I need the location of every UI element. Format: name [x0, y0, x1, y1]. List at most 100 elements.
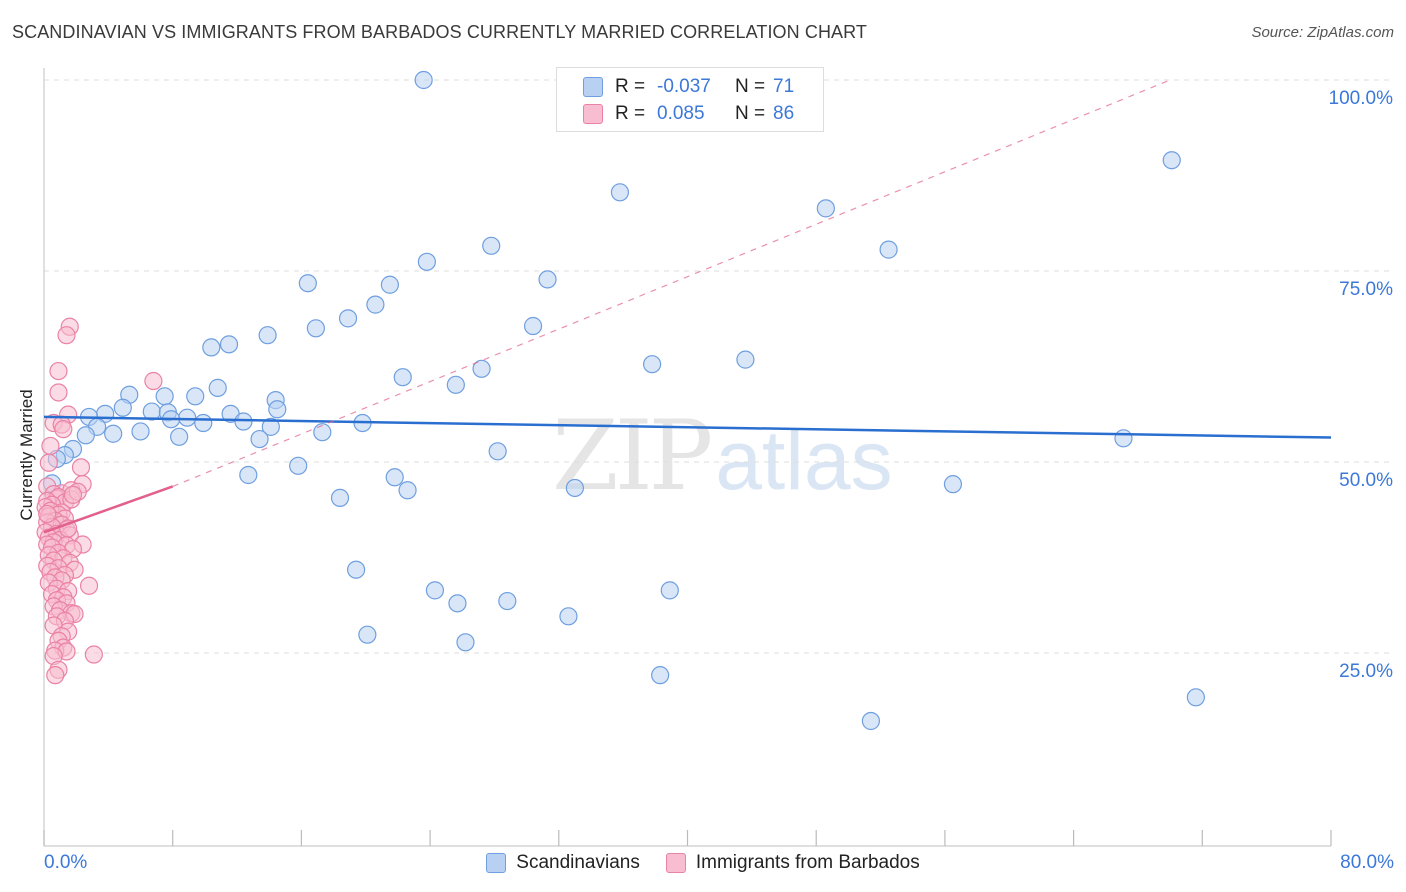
scandinavian-point — [498, 591, 517, 611]
scandinavian-point — [879, 240, 898, 259]
scandinavian-point — [456, 633, 475, 652]
scandinavian-point — [261, 417, 280, 436]
n-label: N = — [735, 103, 766, 124]
barbados-point — [63, 485, 83, 504]
barbados-point — [54, 420, 73, 439]
stats-legend-row-barbados: R = 0.085 N = 86 — [583, 102, 794, 126]
scandinavian-point — [338, 309, 358, 328]
source-label: Source: ZipAtlas.com — [1251, 24, 1394, 41]
legend-swatch-pink — [583, 104, 603, 124]
y-tick-label: 25.0% — [1339, 661, 1393, 682]
r-value: 0.085 — [657, 103, 705, 124]
barbados-trend-line — [43, 485, 174, 534]
scandinavian-trend-line — [43, 415, 1332, 439]
scandinavian-point — [131, 422, 150, 441]
x-tick-max: 80.0% — [1340, 852, 1394, 873]
barbados-point — [38, 504, 57, 524]
y-tick-label: 50.0% — [1339, 470, 1393, 491]
scandinavian-point — [306, 319, 325, 338]
scandinavian-point — [239, 465, 258, 485]
scandinavian-point — [194, 413, 213, 433]
scandinavian-point — [651, 666, 670, 685]
y-axis-label: Currently Married — [17, 389, 36, 521]
barbados-point — [144, 371, 163, 391]
scandinavian-point — [155, 387, 174, 406]
scandinavian-point — [398, 481, 417, 500]
scandinavian-point — [414, 70, 433, 90]
legend-label: Scandinavians — [516, 852, 640, 873]
legend-label: Immigrants from Barbados — [695, 852, 920, 873]
stats-legend-row-scandinavians: R = -0.037 N = 71 — [583, 75, 794, 99]
legend-item-scandinavians[interactable]: Scandinavians — [486, 852, 640, 874]
scandinavian-point — [861, 711, 880, 731]
scandinavian-point — [298, 274, 317, 293]
scandinavian-point — [425, 581, 445, 600]
scandinavian-point — [736, 350, 755, 369]
scandinavian-point — [523, 316, 543, 336]
scandinavian-point — [446, 375, 465, 394]
y-tick-label: 100.0% — [1329, 88, 1394, 109]
scandinavian-point — [346, 560, 366, 579]
scandinavian-point — [178, 408, 197, 427]
scandinavian-point — [417, 252, 436, 271]
barbados-point — [49, 383, 68, 402]
scandinavian-point — [289, 456, 308, 475]
scandinavian-point — [643, 355, 662, 374]
barbados-point — [41, 436, 60, 456]
scandinavian-point — [258, 326, 277, 345]
scandinavian-point — [104, 424, 123, 443]
scandinavian-point — [488, 442, 507, 461]
scandinavian-point — [538, 270, 557, 289]
scandinavian-point — [1162, 151, 1181, 170]
scandinavian-point — [186, 387, 205, 406]
barbados-point — [71, 458, 91, 477]
barbados-trend-extension — [172, 79, 1171, 488]
barbados-point — [57, 326, 76, 345]
scandinavian-point — [234, 412, 253, 431]
scandinavian-point — [76, 426, 95, 445]
series-legend: Scandinavians Immigrants from Barbados — [0, 852, 1406, 874]
barbados-point — [79, 576, 99, 595]
scandinavian-point — [330, 488, 350, 508]
scandinavian-point — [660, 581, 679, 600]
scandinavian-point — [1114, 429, 1133, 448]
scandinavian-point — [268, 400, 287, 419]
scandinavian-point — [219, 335, 239, 354]
scandinavian-point — [565, 478, 584, 498]
y-tick-label: 75.0% — [1339, 279, 1393, 300]
legend-item-barbados[interactable]: Immigrants from Barbados — [665, 852, 920, 874]
scandinavian-point — [472, 359, 491, 378]
scandinavian-point — [448, 594, 467, 613]
scandinavian-point — [380, 275, 399, 294]
chart-title: SCANDINAVIAN VS IMMIGRANTS FROM BARBADOS… — [12, 22, 868, 42]
scandinavian-point — [385, 468, 404, 487]
x-tick-min: 0.0% — [44, 852, 88, 873]
scandinavian-point — [313, 423, 332, 442]
scandinavian-point — [1186, 688, 1205, 707]
scandinavian-point — [250, 429, 269, 449]
scandinavian-point — [202, 338, 221, 357]
scandinavian-point — [943, 475, 963, 494]
r-label: R = — [615, 76, 646, 97]
legend-swatch-pink — [665, 853, 686, 873]
scandinavian-point — [816, 199, 835, 218]
scandinavian-point — [366, 295, 385, 314]
scandinavian-point — [393, 368, 412, 387]
scandinavian-point — [482, 236, 501, 255]
scandinavian-point — [170, 427, 189, 446]
barbados-point — [84, 645, 103, 664]
scandinavian-point — [113, 398, 132, 417]
n-label: N = — [735, 76, 766, 97]
n-value: 86 — [773, 103, 795, 124]
scandinavian-point — [358, 625, 377, 644]
scandinavian-point — [559, 607, 578, 626]
r-label: R = — [615, 103, 646, 124]
legend-swatch-blue — [583, 77, 603, 97]
n-value: 71 — [773, 76, 795, 97]
r-value: -0.037 — [657, 76, 711, 97]
stats-legend: R = -0.037 N = 71 R = 0.085 N = 86 — [556, 67, 824, 132]
scandinavian-point — [208, 378, 227, 397]
barbados-point — [39, 453, 58, 472]
scandinavian-point — [610, 183, 630, 202]
